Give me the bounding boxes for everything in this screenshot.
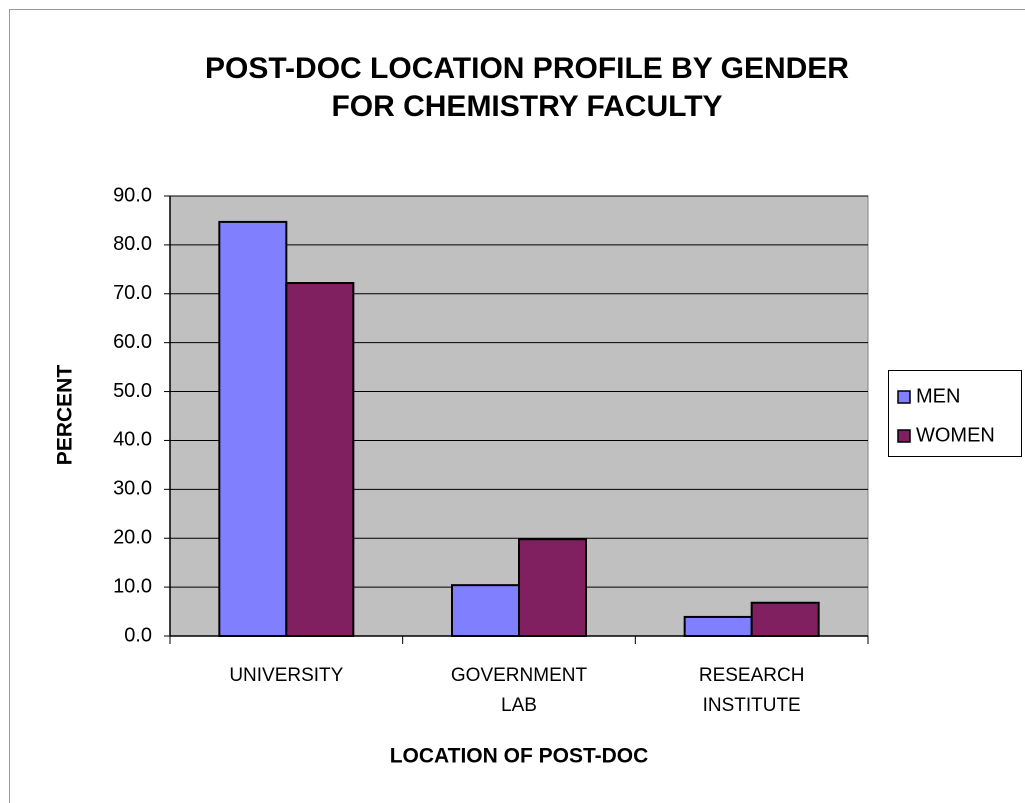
- bar: [285, 282, 355, 637]
- y-tick-label: 30.0: [113, 478, 152, 500]
- bar: [451, 584, 520, 638]
- bar: [683, 615, 753, 638]
- x-tick-label: UNIVERSITY: [229, 665, 344, 686]
- chart-border: [9, 9, 1025, 803]
- bar: [750, 601, 820, 637]
- bar: [218, 220, 288, 638]
- x-tick-label: RESEARCH INSTITUTE: [698, 665, 805, 716]
- legend-label: WOMEN: [916, 424, 995, 446]
- y-tick-label: 60.0: [113, 331, 152, 353]
- legend-box: [888, 370, 1022, 457]
- legend-swatch: [897, 429, 911, 443]
- y-tick-label: 0.0: [124, 624, 152, 646]
- x-tick-label: GOVERNMENT LAB: [450, 665, 588, 716]
- y-tick-label: 50.0: [113, 380, 152, 402]
- y-tick-label: 70.0: [113, 282, 152, 304]
- y-axis-label: PERCENT: [54, 365, 77, 466]
- x-axis-label: LOCATION OF POST-DOC: [390, 745, 649, 768]
- legend-swatch: [897, 390, 911, 404]
- y-tick-label: 90.0: [113, 184, 152, 206]
- y-tick-label: 40.0: [113, 429, 152, 451]
- chart-title: POST-DOC LOCATION PROFILE BY GENDER FOR C…: [205, 52, 849, 123]
- y-tick-label: 80.0: [113, 233, 152, 255]
- legend-label: MEN: [916, 385, 960, 407]
- y-tick-label: 10.0: [113, 575, 152, 597]
- y-tick-label: 20.0: [113, 527, 152, 549]
- bar: [518, 538, 587, 638]
